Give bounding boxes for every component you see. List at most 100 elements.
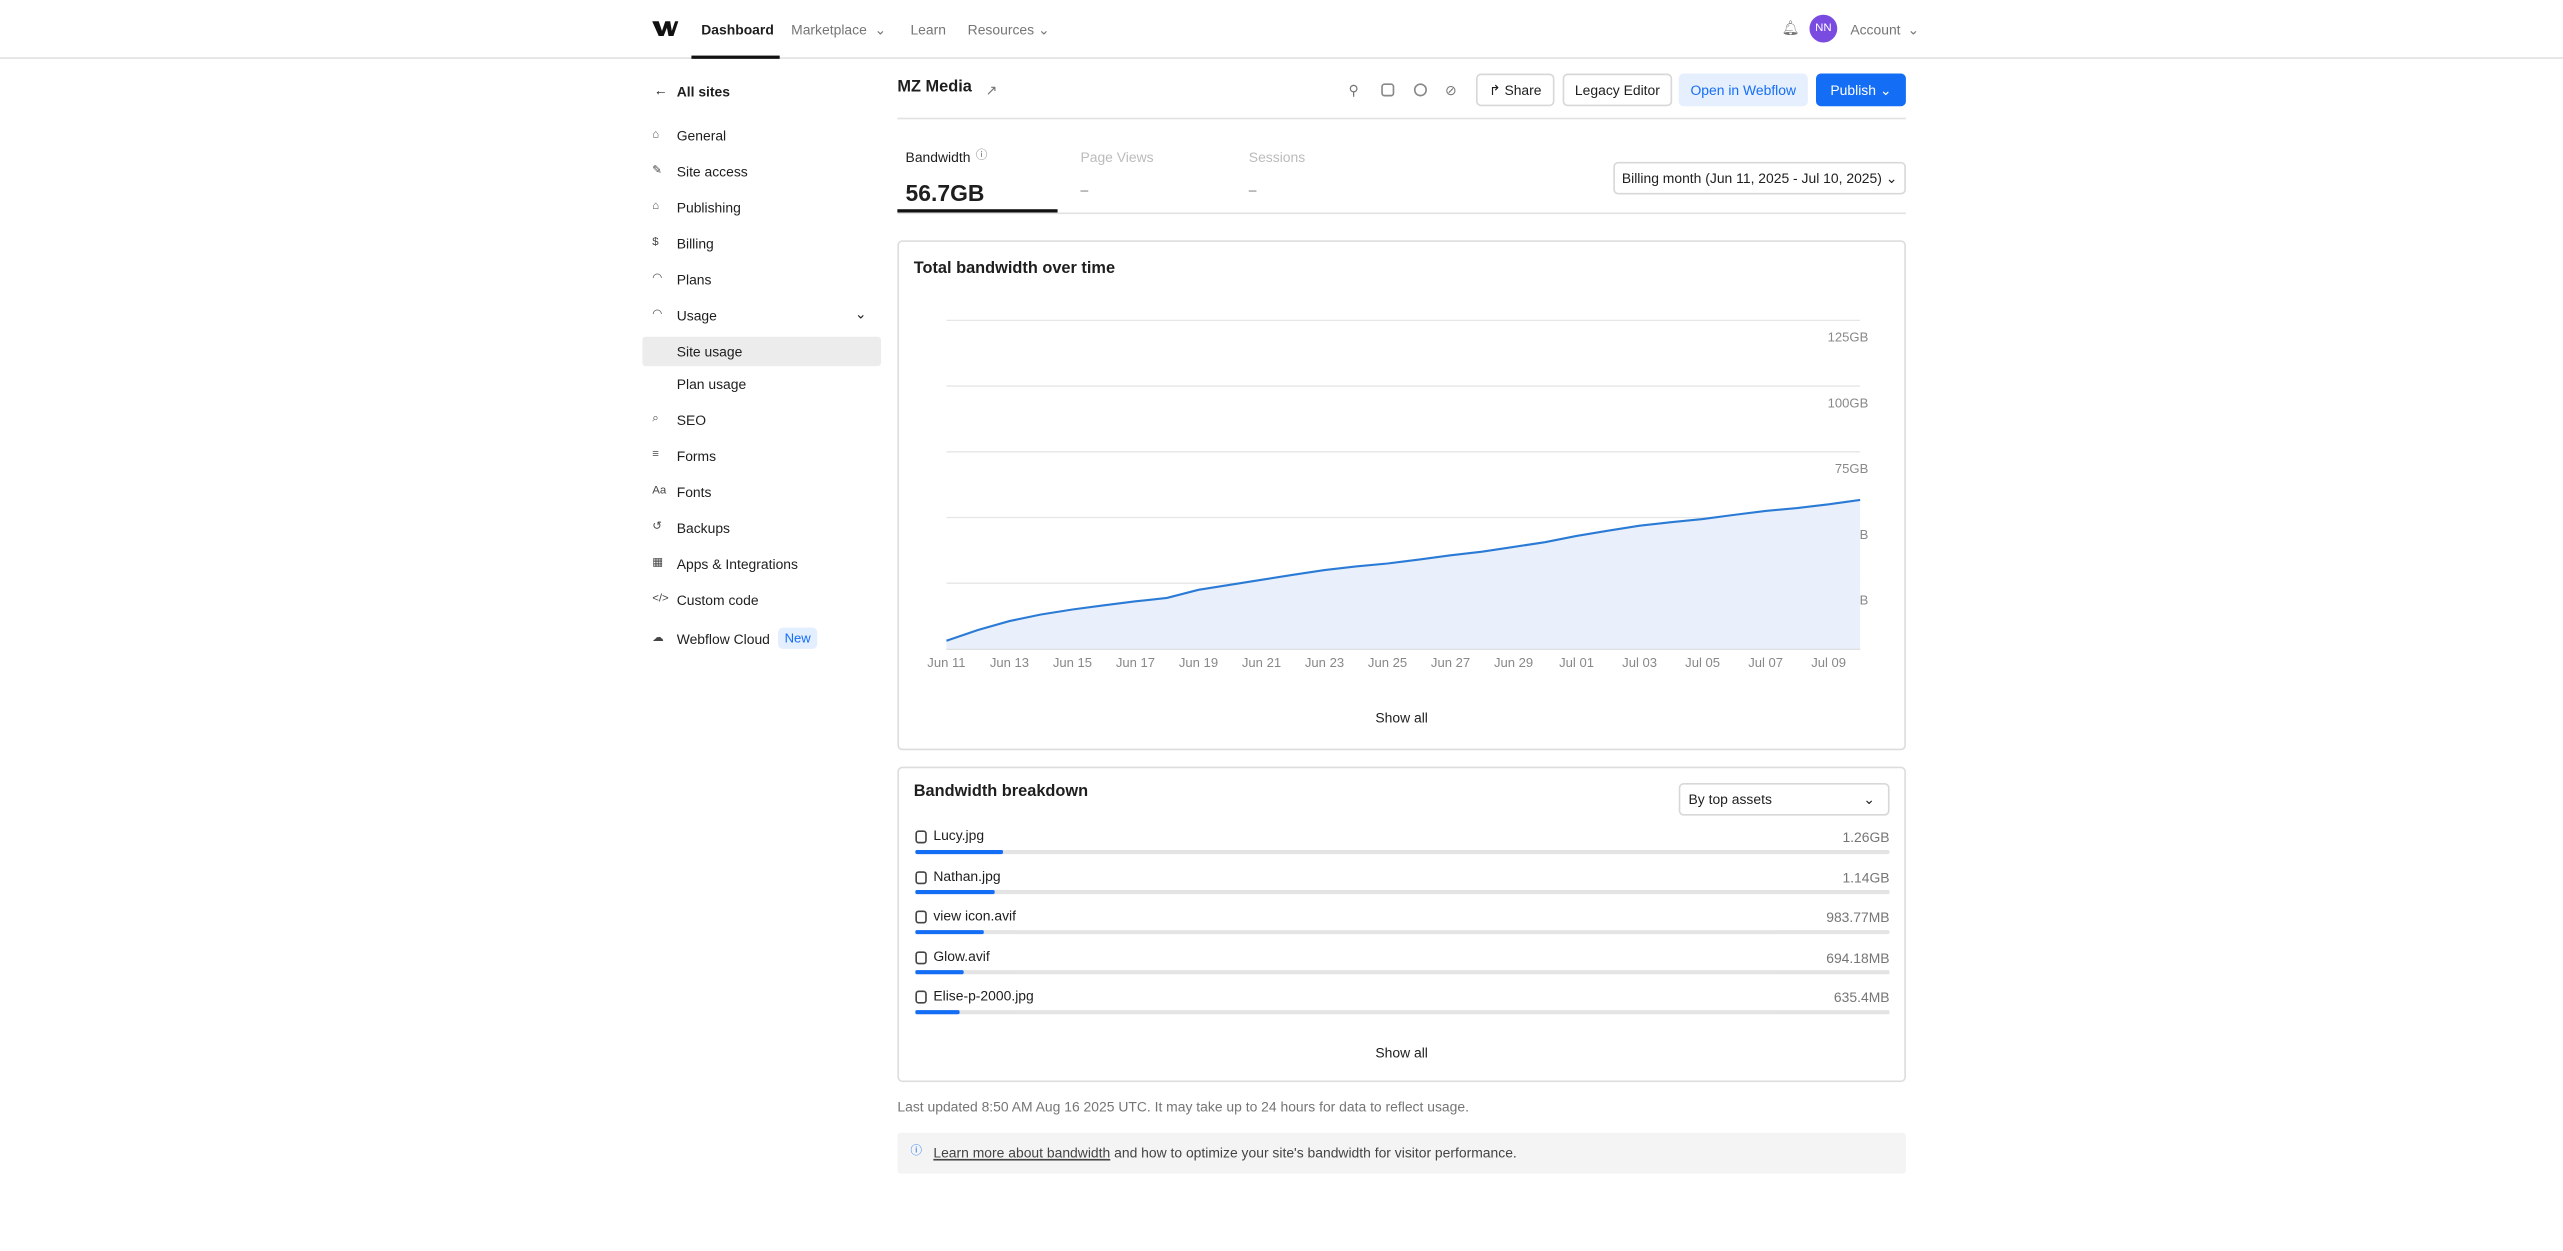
- chevron: ⌄: [874, 21, 887, 38]
- x-tick-label: Jun 17: [1116, 655, 1155, 670]
- breakdown-card: [897, 766, 1906, 1083]
- divider: [897, 117, 1906, 120]
- sidebar-icon: ▦: [652, 557, 664, 569]
- x-tick-label: Jun 11: [927, 655, 965, 670]
- sidebar-icon: </>: [652, 593, 669, 605]
- sidebar-item[interactable]: Backups: [676, 519, 731, 537]
- stat-value: 56.7GB: [905, 179, 985, 206]
- toolbar-icon[interactable]: ⚲: [1348, 81, 1359, 99]
- info-icon[interactable]: ⓘ: [975, 150, 988, 162]
- divider: [897, 212, 1906, 215]
- toolbar-icon[interactable]: ⊘: [1444, 81, 1457, 99]
- x-tick-label: Jun 21: [1242, 655, 1281, 670]
- y-tick-label: 100GB: [1828, 395, 1869, 410]
- sidebar-icon: ≡: [652, 449, 659, 461]
- bar-track: [915, 890, 1890, 895]
- nav-active: [691, 55, 780, 59]
- sidebar-item[interactable]: Fonts: [676, 483, 712, 501]
- sidebar-item[interactable]: Publishing: [676, 199, 741, 216]
- back-arrow: ←: [653, 81, 668, 99]
- sidebar-item[interactable]: SEO: [676, 411, 707, 429]
- sidebar-item[interactable]: Webflow Cloud: [676, 630, 770, 648]
- sidebar-icon: ☁: [652, 632, 664, 645]
- sidebar-icon: ⌂: [652, 201, 660, 213]
- stat-label[interactable]: Page Views: [1080, 148, 1154, 166]
- sidebar-item[interactable]: Plan usage: [676, 375, 747, 393]
- asset-value: 1.26GB: [1842, 828, 1890, 846]
- asset-name: Nathan.jpg: [933, 867, 1001, 884]
- sidebar-item[interactable]: Usage: [676, 307, 717, 324]
- chevron: ⌄: [1863, 791, 1875, 808]
- asset-name: Elise-p-2000.jpg: [933, 987, 1034, 1004]
- avatar[interactable]: NN: [1809, 14, 1838, 43]
- badge: New: [778, 627, 818, 649]
- x-tick-label: Jun 25: [1368, 655, 1407, 670]
- stat-label[interactable]: Sessions: [1248, 148, 1306, 166]
- sidebar-item[interactable]: Forms: [676, 447, 717, 465]
- line: [946, 498, 1861, 642]
- sidebar-item[interactable]: Site usage: [676, 343, 743, 360]
- info-box: [897, 1132, 1906, 1174]
- chevron: ⌄: [1907, 21, 1920, 38]
- info-text: and how to optimize your site's bandwidt…: [1114, 1144, 1517, 1161]
- show-all[interactable]: Show all: [1375, 709, 1428, 726]
- label: Share: [1504, 81, 1542, 99]
- x-tick-label: Jul 07: [1748, 655, 1783, 670]
- sidebar-icon: ⌂: [652, 129, 660, 141]
- asset-value: 983.77MB: [1826, 908, 1890, 926]
- label: Billing month (Jun 11, 2025 - Jul 10, 20…: [1621, 169, 1882, 187]
- learn-link[interactable]: Learn more about bandwidth: [933, 1144, 1111, 1161]
- sidebar-item[interactable]: General: [676, 127, 727, 144]
- x-tick-label: Jun 23: [1305, 655, 1344, 670]
- sidebar-icon: ⌕: [652, 413, 659, 425]
- sidebar-item[interactable]: Billing: [676, 235, 714, 252]
- x-tick-label: Jul 05: [1685, 655, 1720, 670]
- sidebar-item[interactable]: Site access: [676, 163, 748, 180]
- open-button[interactable]: Open in Webflow: [1678, 73, 1808, 107]
- breakdown-title: Bandwidth breakdown: [913, 782, 1089, 801]
- nav-item[interactable]: Marketplace: [791, 21, 867, 38]
- sidebar-item[interactable]: Plans: [676, 271, 712, 288]
- sidebar-icon: ✎: [652, 165, 662, 177]
- bar-track: [915, 970, 1890, 975]
- file-icon: [915, 990, 927, 1004]
- x-tick-label: Jun 27: [1431, 655, 1470, 670]
- x-tick-label: Jun 19: [1179, 655, 1218, 670]
- bar: [915, 970, 964, 975]
- label: Publish: [1830, 81, 1877, 99]
- chart-card: [897, 240, 1906, 751]
- file-icon: [915, 830, 927, 844]
- stat-value: –: [1248, 181, 1257, 198]
- bar-track: [915, 930, 1890, 935]
- bell[interactable]: 🔔︎: [1781, 19, 1800, 36]
- toolbar-icon[interactable]: [1381, 83, 1395, 97]
- asset-name: Lucy.jpg: [933, 827, 985, 844]
- asset-value: 1.14GB: [1842, 868, 1890, 886]
- sort-select[interactable]: By top assets ⌄: [1678, 782, 1890, 816]
- period-select[interactable]: Billing month (Jun 11, 2025 - Jul 10, 20…: [1613, 161, 1906, 195]
- sidebar-icon: $: [652, 237, 659, 249]
- legacy-button[interactable]: Legacy Editor: [1562, 73, 1673, 107]
- sidebar-icon: ◠: [652, 308, 663, 321]
- x-tick-label: Jul 01: [1559, 655, 1594, 670]
- share-button[interactable]: ↱ Share: [1476, 73, 1555, 107]
- show-all[interactable]: Show all: [1375, 1044, 1428, 1061]
- external-icon[interactable]: ↗: [985, 81, 998, 99]
- back-link[interactable]: All sites: [676, 83, 731, 100]
- sidebar-item[interactable]: Apps & Integrations: [676, 555, 798, 573]
- bar-track: [915, 1010, 1890, 1015]
- publish-button[interactable]: Publish ⌄: [1816, 73, 1906, 107]
- logo[interactable]: [652, 20, 679, 38]
- label: By top assets: [1688, 791, 1772, 808]
- bar: [915, 930, 984, 935]
- nav-item[interactable]: Resources: [967, 21, 1035, 38]
- sidebar-item[interactable]: Custom code: [676, 591, 759, 609]
- toolbar-icon[interactable]: [1413, 83, 1427, 97]
- nav-item[interactable]: Learn: [910, 21, 947, 38]
- stat-value: –: [1080, 181, 1089, 198]
- nav-item[interactable]: Dashboard: [701, 21, 774, 38]
- account[interactable]: Account: [1850, 21, 1901, 38]
- x-tick-label: Jun 13: [990, 655, 1029, 670]
